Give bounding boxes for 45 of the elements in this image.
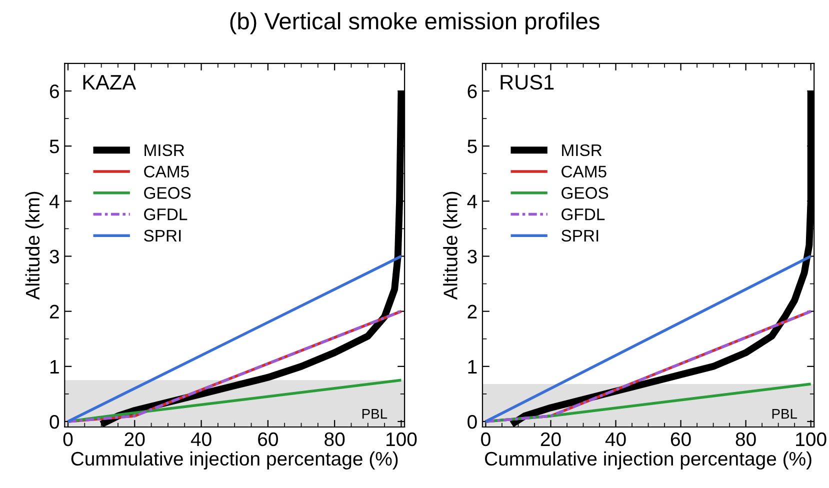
y-tick-label: 0 bbox=[50, 414, 60, 429]
legend-label: GFDL bbox=[144, 208, 188, 220]
y-axis-title: Altitude (km) bbox=[25, 192, 44, 300]
x-tick-label: 0 bbox=[481, 432, 490, 446]
x-tick-label: 40 bbox=[605, 432, 626, 446]
legend-label: GFDL bbox=[562, 208, 605, 220]
legend-label: CAM5 bbox=[144, 166, 189, 178]
y-tick-label: 0 bbox=[468, 414, 477, 429]
legend-label: MISR bbox=[144, 144, 184, 156]
y-tick-label: 4 bbox=[467, 194, 478, 208]
y-tick-label: 3 bbox=[468, 250, 477, 264]
y-tick-label: 2 bbox=[468, 304, 477, 318]
legend-label: GEOS bbox=[562, 187, 608, 199]
y-tick-label: 3 bbox=[50, 250, 59, 264]
y-tick-label: 5 bbox=[468, 140, 477, 154]
x-axis-title: Cummulative injection percentage (%) bbox=[485, 451, 812, 470]
x-tick-label: 60 bbox=[258, 432, 278, 446]
band-label: PBL bbox=[362, 409, 388, 419]
y-tick-label: 4 bbox=[49, 194, 60, 208]
y-tick-label: 2 bbox=[50, 304, 59, 318]
y-axis-title: Altitude (km) bbox=[443, 192, 462, 300]
legend-label: SPRI bbox=[562, 230, 598, 242]
legend-label: MISR bbox=[562, 144, 602, 156]
x-tick-label: 100 bbox=[386, 432, 417, 446]
y-tick-label: 1 bbox=[50, 360, 59, 374]
legend-label: SPRI bbox=[144, 230, 181, 242]
chart-subtitle: KAZA bbox=[83, 75, 136, 90]
legend-label: CAM5 bbox=[562, 166, 606, 178]
chart-title: (b) Vertical smoke emission profiles bbox=[230, 12, 600, 34]
x-tick-label: 0 bbox=[63, 432, 73, 446]
band-label: PBL bbox=[772, 409, 798, 419]
x-tick-label: 80 bbox=[324, 432, 345, 446]
x-tick-label: 60 bbox=[670, 432, 691, 446]
y-tick-label: 6 bbox=[468, 84, 477, 98]
legend-label: GEOS bbox=[144, 187, 191, 199]
chart-subtitle: RUS1 bbox=[500, 74, 554, 90]
x-tick-label: 80 bbox=[736, 432, 756, 446]
x-tick-label: 40 bbox=[190, 432, 212, 446]
x-axis-title: Cummulative injection percentage (%) bbox=[71, 451, 398, 470]
x-tick-label: 20 bbox=[124, 432, 145, 446]
y-tick-label: 5 bbox=[50, 140, 59, 154]
y-tick-label: 1 bbox=[468, 360, 477, 374]
x-tick-label: 100 bbox=[796, 432, 826, 446]
x-tick-label: 20 bbox=[540, 432, 561, 446]
y-tick-label: 6 bbox=[50, 84, 59, 98]
